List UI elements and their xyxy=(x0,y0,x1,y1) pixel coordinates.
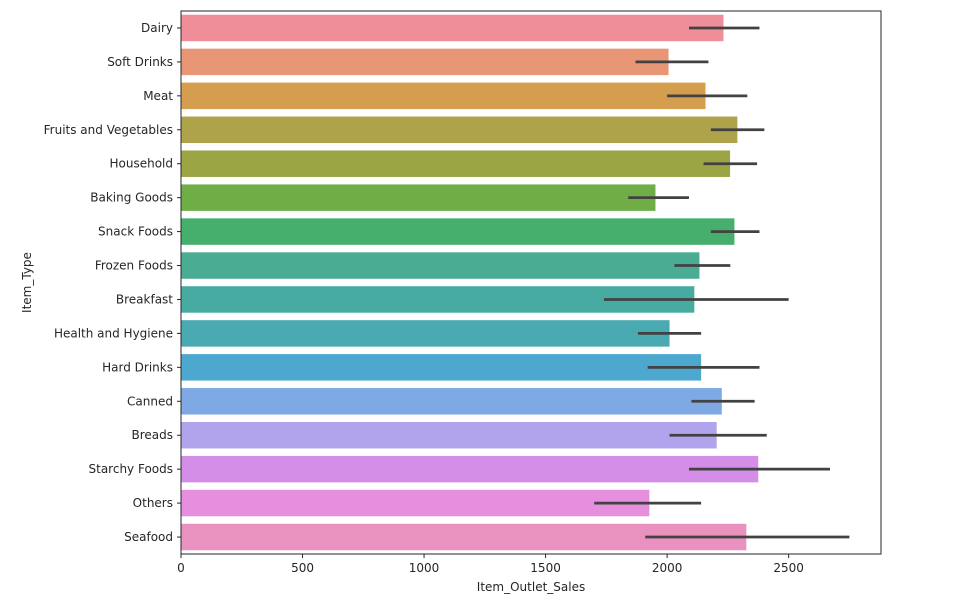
y-tick-label: Snack Foods xyxy=(98,225,173,239)
x-ticks-group: 0 500 1000 1500 2000 2500 xyxy=(177,554,804,575)
bar xyxy=(181,489,650,517)
plot-frame xyxy=(180,10,882,555)
y-tick-label: Household xyxy=(109,157,173,171)
bar xyxy=(181,218,735,245)
bar xyxy=(181,455,759,483)
x-tick-label: 1000 xyxy=(409,561,440,575)
x-tick-label: 500 xyxy=(291,561,314,575)
bar xyxy=(181,320,670,347)
y-tick-label: Soft Drinks xyxy=(107,55,173,69)
x-tick-label: 2500 xyxy=(773,561,804,575)
y-tick-label: Others xyxy=(133,496,173,510)
bar xyxy=(181,388,722,415)
x-axis-label: Item_Outlet_Sales xyxy=(477,580,585,594)
bar xyxy=(181,82,706,110)
x-tick-label: 0 xyxy=(177,561,185,575)
y-tick-label: Breakfast xyxy=(116,292,173,306)
y-axis-label: Item_Type xyxy=(20,252,34,313)
y-ticks-group: Dairy Soft Drinks Meat Fruits and Vegetable… xyxy=(44,21,181,544)
y-tick-label: Health and Hygiene xyxy=(54,326,173,340)
bar xyxy=(181,150,731,177)
y-tick-label: Dairy xyxy=(141,21,173,35)
bar xyxy=(181,421,717,449)
bars-group xyxy=(181,14,759,551)
bar xyxy=(181,354,702,381)
error-bars-group xyxy=(594,26,850,539)
bar xyxy=(181,184,656,211)
x-tick-label: 1500 xyxy=(530,561,561,575)
y-tick-label: Frozen Foods xyxy=(95,259,173,273)
y-tick-label: Baking Goods xyxy=(90,191,173,205)
x-tick-label: 2000 xyxy=(652,561,683,575)
bar xyxy=(181,14,724,42)
bar xyxy=(181,252,700,279)
y-tick-label: Meat xyxy=(143,89,173,103)
y-tick-label: Hard Drinks xyxy=(102,360,173,374)
y-tick-label: Seafood xyxy=(124,530,173,544)
y-tick-label: Breads xyxy=(131,428,173,442)
y-tick-label: Fruits and Vegetables xyxy=(44,123,173,137)
y-tick-label: Canned xyxy=(127,394,173,408)
bar xyxy=(181,48,669,76)
bar xyxy=(181,116,738,144)
y-tick-label: Starchy Foods xyxy=(89,462,174,476)
